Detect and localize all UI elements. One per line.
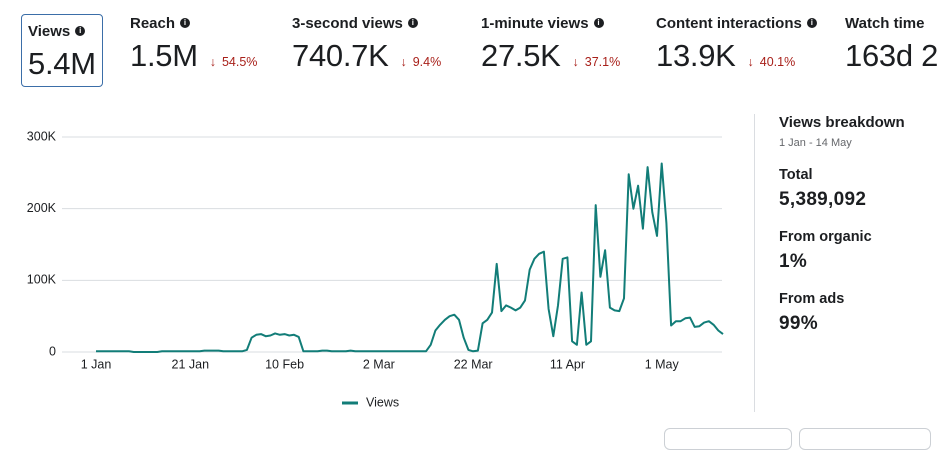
down-arrow: ↓ — [572, 55, 579, 69]
y-tick-label: 0 — [49, 344, 56, 358]
y-tick-label: 300K — [27, 129, 57, 143]
metric-card[interactable]: Watch time 163d 2 — [845, 14, 937, 87]
metric-label-row: 3-second views i — [292, 14, 441, 32]
metric-card[interactable]: Content interactions i 13.9K ↓ 40.1% — [656, 14, 817, 87]
metric-value-row: 27.5K ↓ 37.1% — [481, 38, 620, 74]
chart: 0 100K 200K 300K 1 Jan 21 Jan 10 Feb 2 Mar 22 Ma… — [27, 129, 724, 409]
breakdown-value: 5,389,092 — [779, 189, 867, 210]
divider — [754, 114, 755, 412]
button[interactable] — [799, 428, 931, 450]
breakdown-label: From ads — [779, 291, 845, 307]
metric-label-row: Content interactions i — [656, 14, 817, 32]
breakdown-value: 1% — [779, 251, 808, 272]
info-icon: i — [806, 18, 817, 28]
breakdown-label: From organic — [779, 229, 872, 245]
metric-value-row: 13.9K ↓ 40.1% — [656, 38, 817, 74]
y-tick-label: 200K — [27, 201, 57, 215]
info-icon: i — [593, 18, 604, 28]
x-tick-label: 10 Feb — [265, 357, 304, 371]
info-icon: i — [75, 26, 86, 36]
metric-card[interactable]: 1-minute views i 27.5K ↓ 37.1% — [481, 14, 620, 87]
metric-label: Watch time — [845, 14, 925, 32]
x-tick-label: 1 Jan — [81, 357, 112, 371]
metric-value: 163d 2 — [845, 38, 937, 73]
info-icon: i — [180, 18, 191, 28]
metric-change: ↓ 9.4% — [400, 55, 441, 69]
down-arrow: ↓ — [209, 55, 216, 69]
breakdown-value: 99% — [779, 313, 818, 334]
metric-label: Views — [28, 22, 71, 40]
metric-value: 1.5M — [130, 38, 198, 73]
metric-label-row: Reach i — [130, 14, 257, 32]
metric-value-row: 740.7K ↓ 9.4% — [292, 38, 441, 74]
breakdown-subtitle: 1 Jan - 14 May — [779, 137, 852, 149]
metric-change: ↓ 40.1% — [748, 55, 796, 69]
metric-value: 740.7K — [292, 38, 389, 73]
down-arrow: ↓ — [400, 55, 407, 69]
metric-change-value: 40.1% — [759, 55, 796, 69]
metric-label: Content interactions — [656, 14, 802, 32]
metrics-bar: Views i 5.4M Reach i 1.5M ↓ 54.5% 3-second views… — [0, 0, 937, 100]
metric-change: ↓ 54.5% — [210, 55, 258, 69]
metric-value: 27.5K — [481, 38, 561, 73]
button[interactable] — [664, 428, 792, 450]
metric-value-row: 5.4M — [28, 46, 96, 82]
line-series — [96, 162, 724, 353]
x-tick-label: 11 Apr — [550, 357, 585, 371]
breakdown-label: Total — [779, 167, 813, 183]
metric-change-value: 37.1% — [584, 55, 621, 69]
y-tick-label: 100K — [27, 273, 57, 287]
metric-change-value: 9.4% — [412, 55, 442, 69]
x-tick-label: 2 Mar — [363, 357, 395, 371]
metric-change-value: 54.5% — [221, 55, 258, 69]
down-arrow: ↓ — [747, 55, 754, 69]
metric-label: Reach — [130, 14, 176, 32]
legend-label: Views — [366, 395, 399, 409]
metric-label-row: Views i — [28, 22, 96, 40]
metric-change: ↓ 37.1% — [573, 55, 621, 69]
metric-label-row: Watch time — [845, 14, 937, 32]
metric-label-row: 1-minute views i — [481, 14, 620, 32]
metric-value: 13.9K — [656, 38, 736, 73]
breakdown-panel: Views breakdown 1 Jan - 14 May Total 5,38… — [779, 114, 929, 335]
metric-label: 1-minute views — [481, 14, 589, 32]
metric-card[interactable]: 3-second views i 740.7K ↓ 9.4% — [292, 14, 441, 87]
metric-card[interactable]: Reach i 1.5M ↓ 54.5% — [130, 14, 257, 87]
x-tick-label: 22 Mar — [454, 357, 493, 371]
info-icon: i — [407, 18, 418, 28]
metric-card[interactable]: Views i 5.4M — [21, 14, 103, 87]
breakdown-title: Views breakdown — [779, 114, 905, 131]
metric-value: 5.4M — [28, 46, 96, 81]
x-tick-label: 1 May — [645, 357, 680, 371]
x-tick-label: 21 Jan — [172, 357, 210, 371]
metric-value-row: 163d 2 — [845, 38, 937, 74]
metric-label: 3-second views — [292, 14, 403, 32]
metric-value-row: 1.5M ↓ 54.5% — [130, 38, 257, 74]
